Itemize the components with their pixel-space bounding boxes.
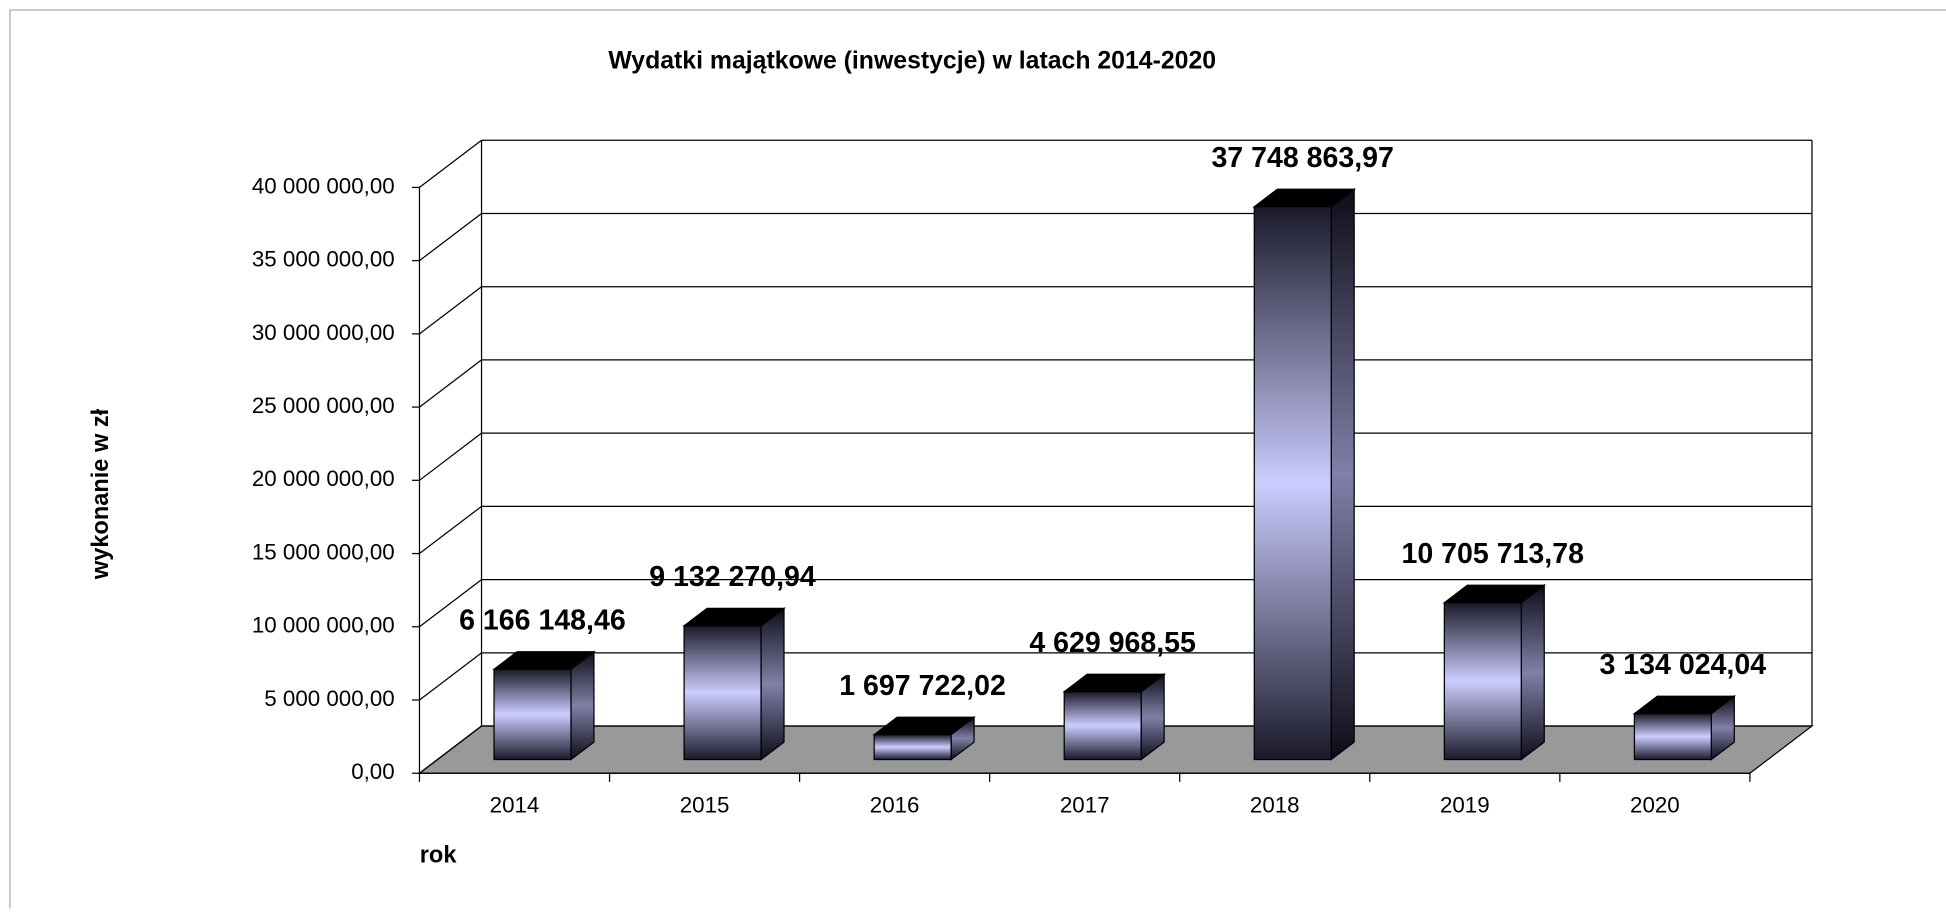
bar-front [1443, 602, 1522, 761]
y-tick-label: 35 000 000,00 [252, 247, 395, 272]
bar-front [1253, 206, 1332, 761]
y-tick-label: 40 000 000,00 [252, 173, 395, 198]
bar-side [1330, 188, 1355, 761]
value-label: 1 697 722,02 [839, 670, 1006, 702]
bar [1442, 584, 1547, 761]
y-tick-label: 5 000 000,00 [264, 686, 394, 711]
x-tick-label: 2018 [1250, 793, 1300, 818]
bar-front [1063, 691, 1142, 761]
grid-line [419, 286, 482, 335]
bar-side [570, 650, 595, 761]
bar [1632, 694, 1737, 761]
bar [682, 607, 786, 761]
y-tick-label: 15 000 000,00 [252, 539, 395, 564]
x-tick-label: 2015 [680, 793, 730, 818]
x-tick-label: 2016 [870, 793, 920, 818]
y-axis-label: wykonanie w zł [87, 408, 113, 580]
y-tick-label: 20 000 000,00 [252, 466, 395, 491]
grid-line [419, 212, 482, 262]
grid-line [419, 139, 482, 188]
bar [492, 650, 596, 761]
grid-line [419, 505, 482, 555]
y-tick-label: 25 000 000,00 [252, 393, 395, 418]
x-tick-label: 2019 [1440, 793, 1490, 818]
bar-front [493, 668, 572, 761]
bar-side [1520, 584, 1545, 761]
x-tick-label: 2020 [1630, 793, 1680, 818]
grid-line [419, 725, 482, 774]
chart-title: Wydatki majątkowe (inwestycje) w latach … [608, 48, 1216, 75]
grid-line [419, 579, 482, 628]
bar-side [760, 607, 785, 761]
grid-line [419, 432, 482, 481]
value-label: 4 629 968,55 [1029, 627, 1196, 659]
grid-line [419, 652, 482, 701]
x-axis-label: rok [420, 842, 458, 868]
y-tick-label: 10 000 000,00 [252, 613, 395, 638]
y-tick-label: 0,00 [351, 759, 394, 784]
bar [1062, 673, 1166, 761]
y-tick-label: 30 000 000,00 [252, 320, 395, 345]
value-label: 9 132 270,94 [649, 561, 816, 593]
bar-front [873, 734, 952, 761]
bar [872, 715, 976, 761]
bar-front [683, 625, 762, 761]
value-label: 6 166 148,46 [459, 605, 626, 637]
value-label: 10 705 713,78 [1402, 538, 1584, 570]
bar [1252, 188, 1357, 761]
x-tick-label: 2017 [1060, 793, 1110, 818]
value-label: 3 134 024,04 [1600, 649, 1767, 681]
grid-line [419, 359, 482, 408]
value-label: 37 748 863,97 [1211, 142, 1393, 174]
bar-front [1633, 713, 1712, 761]
x-tick-label: 2014 [490, 793, 540, 818]
